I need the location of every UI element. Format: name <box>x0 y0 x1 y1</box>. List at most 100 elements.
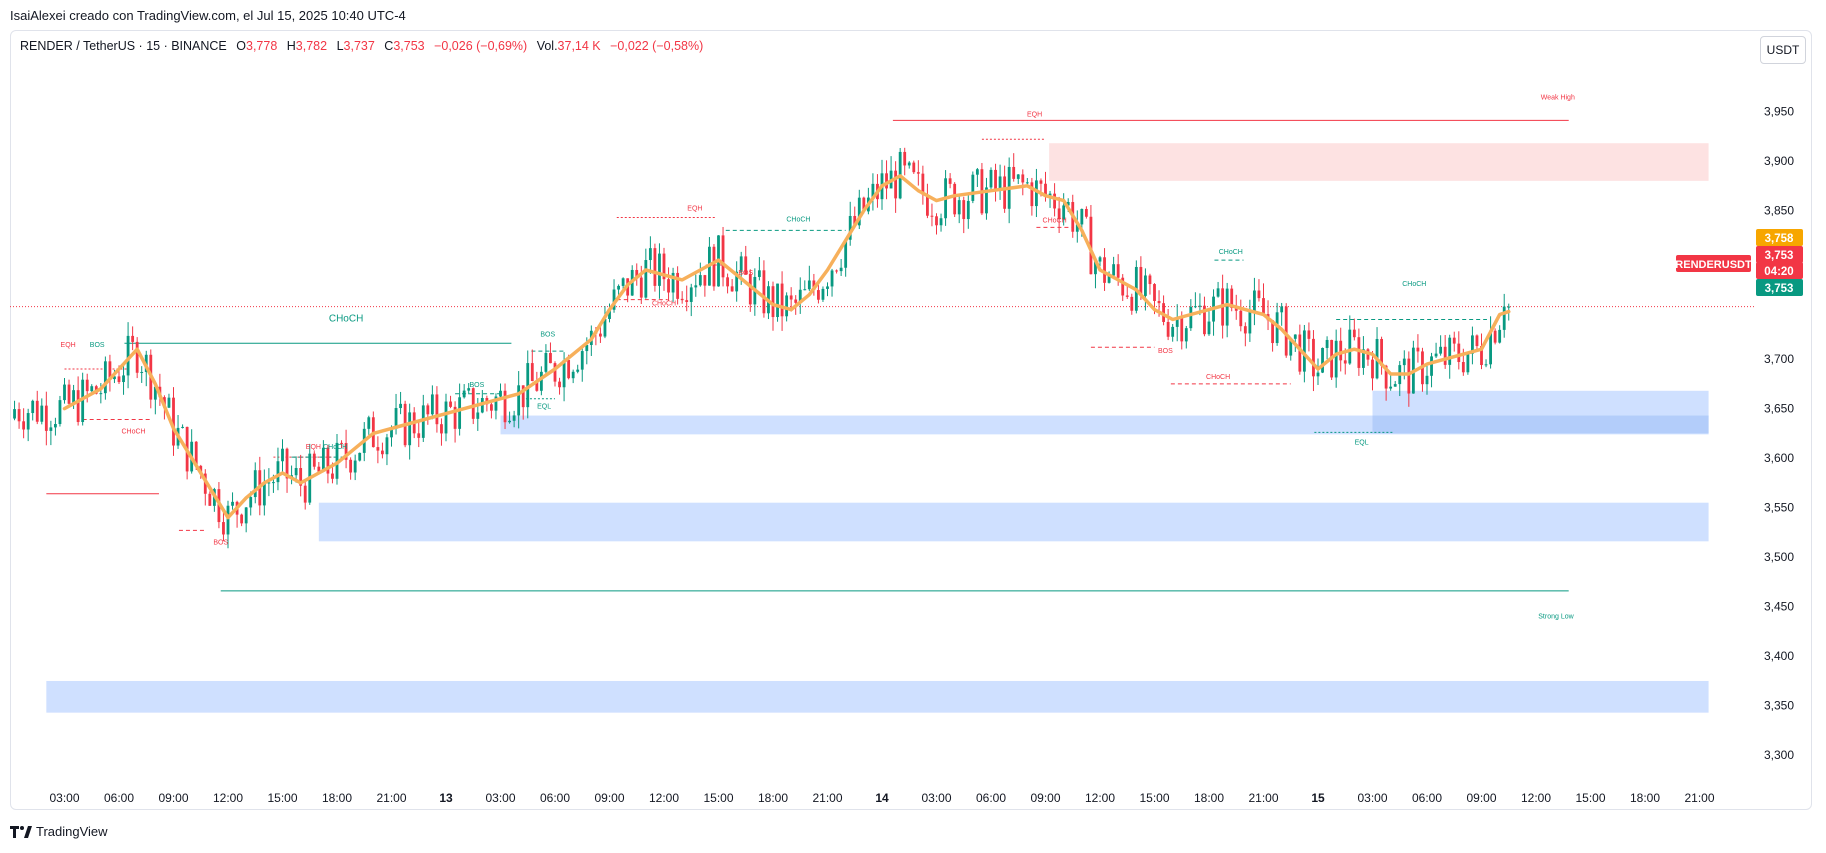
candle-up <box>857 197 861 226</box>
candle-up <box>1112 264 1116 276</box>
candle-up <box>181 426 184 428</box>
symbol-title[interactable]: RENDER / TetherUS · 15 · BINANCE <box>20 39 227 53</box>
structure-label: BOS <box>213 539 228 546</box>
candle-up <box>698 275 702 286</box>
candle-down <box>762 270 766 314</box>
candle-down <box>349 459 353 473</box>
x-tick-label: 18:00 <box>322 791 352 805</box>
candle-up <box>31 400 35 414</box>
x-tick-label: 06:00 <box>1412 791 1442 805</box>
candle-down <box>1157 300 1161 304</box>
candle-up <box>757 270 761 277</box>
candle-down <box>744 256 748 275</box>
price-badge <box>1756 229 1803 246</box>
candle-up <box>13 409 16 419</box>
structure-label: CHoCH <box>786 216 810 223</box>
candle-up <box>1393 384 1397 387</box>
structure-label: CHoCH <box>329 313 363 324</box>
y-tick-label: 3,850 <box>1764 204 1794 218</box>
x-tick-label: 18:00 <box>758 791 788 805</box>
x-tick-label: 15:00 <box>267 791 297 805</box>
candle-down <box>558 381 561 388</box>
candle-up <box>1484 364 1488 366</box>
x-tick-label: 21:00 <box>376 791 406 805</box>
candle-up <box>1389 386 1393 389</box>
candle-up <box>281 448 284 462</box>
candle-up <box>621 278 625 286</box>
x-tick-label: 21:00 <box>1684 791 1714 805</box>
candle-down <box>817 290 820 300</box>
tradingview-logo[interactable]: TradingView <box>10 824 108 839</box>
candle-down <box>222 522 225 535</box>
candle-down <box>921 173 925 195</box>
structure-label: EQH <box>306 444 321 451</box>
demand-zone <box>46 680 1709 713</box>
candle-up <box>54 424 57 428</box>
candle-down <box>1084 208 1088 217</box>
candle-up <box>798 289 802 303</box>
candle-up <box>1289 338 1293 356</box>
candle-down <box>1475 335 1479 347</box>
candle-up <box>81 379 85 423</box>
candle-up <box>1253 290 1256 312</box>
x-tick-label: 03:00 <box>1357 791 1387 805</box>
structure-label: CHoCH <box>323 444 347 451</box>
x-tick-label: 06:00 <box>104 791 134 805</box>
candle-up <box>1248 311 1252 334</box>
candle-down <box>1312 338 1315 377</box>
open-label: O <box>236 39 246 53</box>
candle-down <box>435 394 439 425</box>
close-label: C <box>384 39 394 53</box>
y-tick-label: 3,300 <box>1764 748 1794 762</box>
chart-frame <box>10 30 1812 810</box>
candle-up <box>63 384 66 401</box>
candle-down <box>285 448 289 479</box>
candle-up <box>644 260 648 298</box>
candle-down <box>1339 340 1343 361</box>
symbol-badge <box>1676 255 1751 272</box>
candle-down <box>1053 193 1056 209</box>
candle-down <box>1343 360 1347 364</box>
candle-down <box>780 283 784 317</box>
candle-up <box>544 352 548 372</box>
price-badge-label: 04:20 <box>1764 266 1793 278</box>
candle-down <box>117 376 121 383</box>
candle-down <box>1284 306 1288 356</box>
candle-up <box>1175 317 1179 327</box>
candle-up <box>126 335 130 376</box>
candle-down <box>1180 317 1184 342</box>
candle-up <box>617 285 620 290</box>
candle-up <box>1316 372 1320 377</box>
candle-down <box>1480 346 1483 366</box>
candle-up <box>1080 208 1084 225</box>
candle-up <box>58 400 62 425</box>
candle-down <box>1153 284 1156 301</box>
candle-up <box>571 371 575 379</box>
candle-up <box>526 363 530 408</box>
tradingview-icon <box>10 825 32 838</box>
y-tick-label: 3,500 <box>1764 550 1794 564</box>
candle-up <box>1425 375 1429 385</box>
candle-up <box>385 437 389 455</box>
candle-down <box>916 172 920 174</box>
candle-down <box>567 359 571 379</box>
candle-down <box>835 270 838 272</box>
candle-up <box>1489 330 1492 365</box>
candle-down <box>331 473 334 479</box>
price-badge <box>1756 246 1803 263</box>
candle-down <box>1057 208 1061 220</box>
currency-button[interactable]: USDT <box>1760 36 1806 64</box>
candle-down <box>135 341 139 373</box>
candle-down <box>662 253 666 280</box>
candle-down <box>685 300 689 302</box>
candle-down <box>449 401 452 407</box>
candle-up <box>244 507 248 524</box>
candle-down <box>1271 320 1274 344</box>
high-value: 3,782 <box>295 39 328 53</box>
y-tick-label: 3,600 <box>1764 451 1794 465</box>
candle-up <box>608 309 611 319</box>
moving-average-line <box>62 174 1511 520</box>
x-tick-label: 21:00 <box>812 791 842 805</box>
candle-up <box>321 447 325 472</box>
